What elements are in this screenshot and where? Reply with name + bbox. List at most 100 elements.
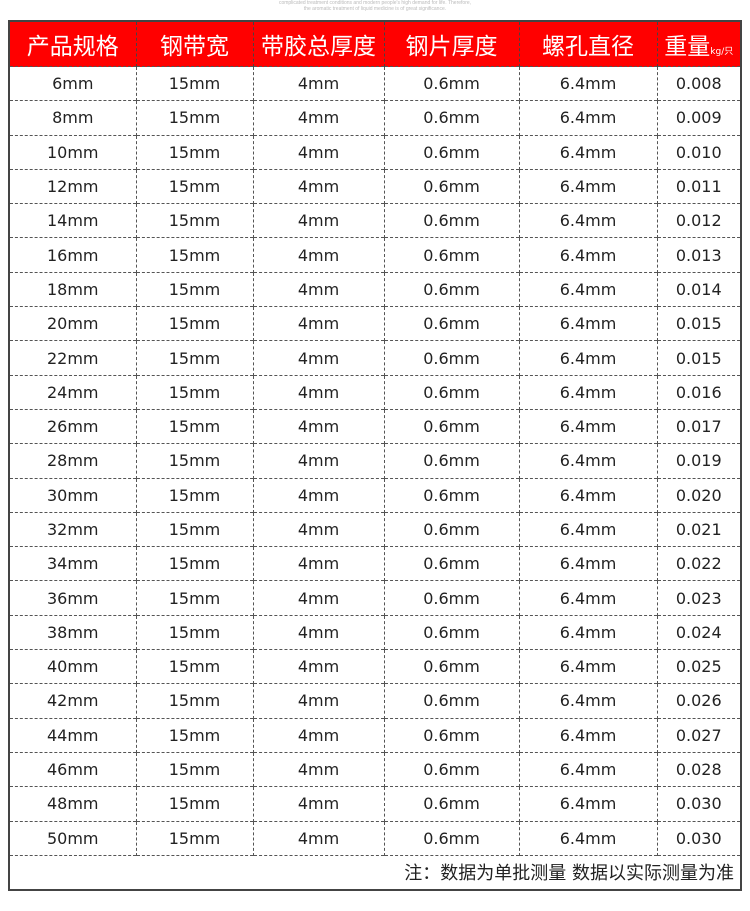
cell-total-thickness: 4mm — [252, 786, 384, 822]
cell-total-thickness: 4mm — [252, 820, 384, 856]
table-row: 44mm 15mm 4mm 0.6mm 6.4mm 0.027 — [10, 717, 740, 753]
cell-strip-width: 15mm — [135, 546, 253, 581]
header-total-thickness: 带胶总厚度 — [252, 22, 384, 67]
cell-hole-diameter: 6.4mm — [518, 546, 657, 581]
cell-strip-width: 15mm — [135, 820, 253, 856]
cell-steel-thickness: 0.6mm — [383, 271, 519, 307]
cell-weight: 0.010 — [656, 134, 740, 170]
cell-weight: 0.030 — [656, 820, 740, 856]
header-row: 产品规格 钢带宽 带胶总厚度 钢片厚度 螺孔直径 重量kg/只 — [10, 22, 740, 67]
cell-steel-thickness: 0.6mm — [383, 717, 519, 753]
cell-strip-width: 15mm — [135, 237, 253, 273]
caption-line: complicated treatment conditions and mod… — [278, 0, 472, 6]
cell-weight: 0.012 — [656, 203, 740, 238]
cell-weight: 0.011 — [656, 168, 740, 204]
cell-total-thickness: 4mm — [252, 683, 384, 719]
cell-total-thickness: 4mm — [252, 511, 384, 547]
table-row: 18mm 15mm 4mm 0.6mm 6.4mm 0.014 — [10, 271, 740, 307]
cell-spec: 42mm — [10, 683, 136, 719]
cell-hole-diameter: 6.4mm — [518, 614, 657, 650]
cell-steel-thickness: 0.6mm — [383, 751, 519, 787]
cell-weight: 0.015 — [656, 306, 740, 341]
table-row: 6mm 15mm 4mm 0.6mm 6.4mm 0.008 — [10, 65, 740, 101]
cell-weight: 0.009 — [656, 100, 740, 136]
spec-table: 产品规格 钢带宽 带胶总厚度 钢片厚度 螺孔直径 重量kg/只 6mm 15mm 4… — [8, 20, 742, 891]
cell-weight: 0.008 — [656, 65, 740, 101]
cell-spec: 22mm — [10, 340, 136, 376]
table-row: 48mm 15mm 4mm 0.6mm 6.4mm 0.030 — [10, 786, 740, 822]
cell-steel-thickness: 0.6mm — [383, 580, 519, 616]
cell-steel-thickness: 0.6mm — [383, 443, 519, 479]
cell-steel-thickness: 0.6mm — [383, 614, 519, 650]
cell-spec: 26mm — [10, 408, 136, 444]
cell-spec: 12mm — [10, 168, 136, 204]
table-row: 20mm 15mm 4mm 0.6mm 6.4mm 0.015 — [10, 306, 740, 341]
cell-total-thickness: 4mm — [252, 751, 384, 787]
header-strip-width: 钢带宽 — [135, 22, 253, 67]
cell-strip-width: 15mm — [135, 65, 253, 101]
cell-strip-width: 15mm — [135, 511, 253, 547]
table-row: 34mm 15mm 4mm 0.6mm 6.4mm 0.022 — [10, 546, 740, 581]
cell-spec: 34mm — [10, 546, 136, 581]
table-row: 42mm 15mm 4mm 0.6mm 6.4mm 0.026 — [10, 683, 740, 719]
cell-total-thickness: 4mm — [252, 271, 384, 307]
cell-steel-thickness: 0.6mm — [383, 649, 519, 684]
cell-hole-diameter: 6.4mm — [518, 271, 657, 307]
cell-steel-thickness: 0.6mm — [383, 65, 519, 101]
table-row: 12mm 15mm 4mm 0.6mm 6.4mm 0.011 — [10, 168, 740, 204]
cell-total-thickness: 4mm — [252, 168, 384, 204]
cell-spec: 28mm — [10, 443, 136, 479]
cell-strip-width: 15mm — [135, 306, 253, 341]
cell-spec: 30mm — [10, 477, 136, 513]
cell-steel-thickness: 0.6mm — [383, 237, 519, 273]
cell-spec: 40mm — [10, 649, 136, 684]
cell-hole-diameter: 6.4mm — [518, 134, 657, 170]
cell-weight: 0.020 — [656, 477, 740, 513]
table-row: 32mm 15mm 4mm 0.6mm 6.4mm 0.021 — [10, 511, 740, 547]
cell-steel-thickness: 0.6mm — [383, 306, 519, 341]
cell-steel-thickness: 0.6mm — [383, 340, 519, 376]
cell-hole-diameter: 6.4mm — [518, 203, 657, 238]
cell-hole-diameter: 6.4mm — [518, 717, 657, 753]
table-row: 30mm 15mm 4mm 0.6mm 6.4mm 0.020 — [10, 477, 740, 513]
cell-weight: 0.023 — [656, 580, 740, 616]
cell-steel-thickness: 0.6mm — [383, 546, 519, 581]
header-steel-thickness: 钢片厚度 — [383, 22, 519, 67]
cell-hole-diameter: 6.4mm — [518, 786, 657, 822]
cell-total-thickness: 4mm — [252, 237, 384, 273]
cell-hole-diameter: 6.4mm — [518, 168, 657, 204]
cell-total-thickness: 4mm — [252, 374, 384, 410]
cell-spec: 46mm — [10, 751, 136, 787]
cell-strip-width: 15mm — [135, 340, 253, 376]
cell-strip-width: 15mm — [135, 683, 253, 719]
table-row: 22mm 15mm 4mm 0.6mm 6.4mm 0.015 — [10, 340, 740, 376]
cell-hole-diameter: 6.4mm — [518, 580, 657, 616]
cell-spec: 48mm — [10, 786, 136, 822]
cell-strip-width: 15mm — [135, 100, 253, 136]
cell-hole-diameter: 6.4mm — [518, 65, 657, 101]
note: 注：数据为单批测量 数据以实际测量为准 — [10, 854, 740, 889]
cell-strip-width: 15mm — [135, 168, 253, 204]
faint-caption: complicated treatment conditions and mod… — [0, 0, 750, 12]
cell-steel-thickness: 0.6mm — [383, 683, 519, 719]
cell-spec: 38mm — [10, 614, 136, 650]
cell-spec: 16mm — [10, 237, 136, 273]
cell-hole-diameter: 6.4mm — [518, 374, 657, 410]
cell-hole-diameter: 6.4mm — [518, 511, 657, 547]
table-row: 40mm 15mm 4mm 0.6mm 6.4mm 0.025 — [10, 649, 740, 684]
cell-spec: 6mm — [10, 65, 136, 101]
cell-hole-diameter: 6.4mm — [518, 649, 657, 684]
caption-line: the aromatic treatment of liquid medicin… — [303, 6, 447, 12]
cell-weight: 0.030 — [656, 786, 740, 822]
table-row: 28mm 15mm 4mm 0.6mm 6.4mm 0.019 — [10, 443, 740, 479]
cell-total-thickness: 4mm — [252, 100, 384, 136]
header-weight: 重量kg/只 — [656, 22, 740, 67]
cell-strip-width: 15mm — [135, 580, 253, 616]
table-row: 16mm 15mm 4mm 0.6mm 6.4mm 0.013 — [10, 237, 740, 273]
cell-steel-thickness: 0.6mm — [383, 100, 519, 136]
cell-hole-diameter: 6.4mm — [518, 408, 657, 444]
cell-total-thickness: 4mm — [252, 443, 384, 479]
table-row: 26mm 15mm 4mm 0.6mm 6.4mm 0.017 — [10, 408, 740, 444]
cell-strip-width: 15mm — [135, 203, 253, 238]
cell-weight: 0.017 — [656, 408, 740, 444]
